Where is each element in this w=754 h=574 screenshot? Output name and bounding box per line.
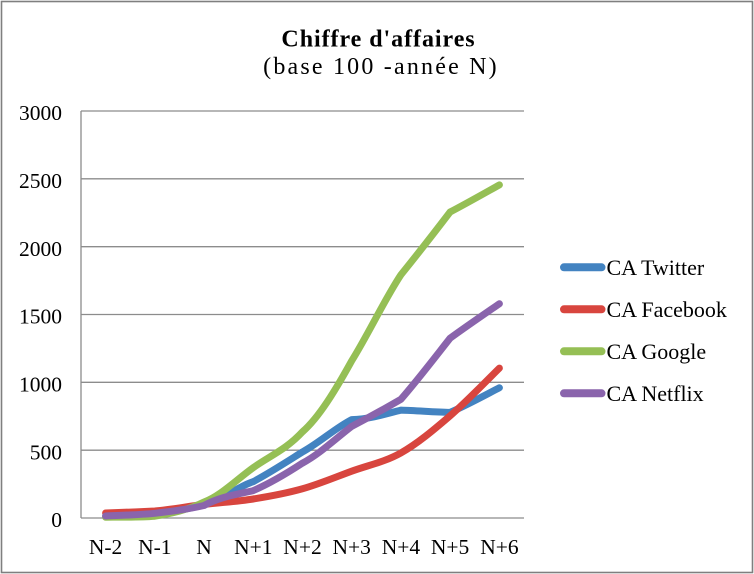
svg-text:(base 100 -année N): (base 100 -année N) [263,54,499,80]
svg-text:2000: 2000 [19,237,62,261]
svg-text:N-1: N-1 [138,535,171,559]
svg-text:1500: 1500 [19,305,62,329]
svg-text:N+2: N+2 [283,535,321,559]
svg-text:3000: 3000 [19,101,62,125]
svg-text:CA Facebook: CA Facebook [607,297,727,322]
svg-text:N+6: N+6 [480,535,519,559]
svg-text:Chiffre d'affaires: Chiffre d'affaires [281,27,475,53]
svg-text:N+4: N+4 [382,535,421,559]
svg-text:CA Google: CA Google [607,339,707,364]
svg-text:CA Netflix: CA Netflix [607,381,704,406]
svg-text:500: 500 [30,440,62,464]
svg-text:2500: 2500 [19,169,62,193]
svg-text:N+3: N+3 [332,535,370,559]
svg-text:0: 0 [51,508,62,532]
svg-text:N: N [196,535,212,559]
svg-text:CA Twitter: CA Twitter [607,255,705,280]
svg-text:1000: 1000 [19,373,62,397]
svg-text:N-2: N-2 [89,535,122,559]
svg-text:N+1: N+1 [234,535,272,559]
svg-text:N+5: N+5 [431,535,469,559]
